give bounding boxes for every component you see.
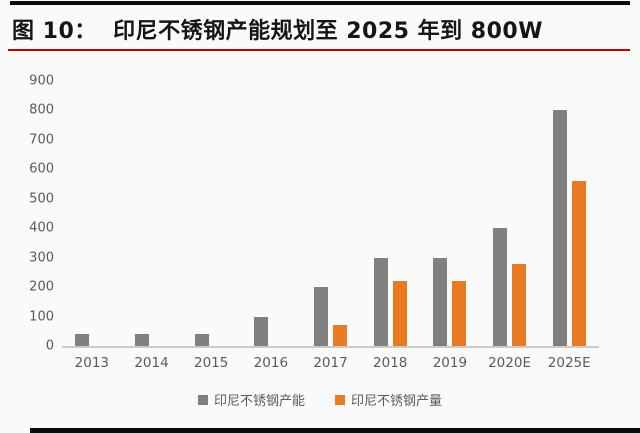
bottom-frame-bar (30, 428, 640, 433)
bar-2017 (333, 325, 348, 346)
legend-item: 印尼不锈钢产量 (335, 390, 442, 409)
y-tick-label: 700 (29, 132, 54, 148)
bar-2025E (571, 181, 586, 346)
category-slot-2017 (301, 81, 361, 346)
y-tick-label: 200 (29, 279, 54, 295)
x-tick-label: 2017 (313, 355, 348, 371)
bar-2019 (452, 281, 467, 346)
legend-swatch-icon (335, 394, 345, 405)
x-tick-label: 2020E (488, 355, 531, 371)
bar-2020E (493, 228, 508, 346)
category-slot-2016 (241, 81, 301, 346)
y-tick-label: 800 (29, 102, 54, 118)
x-tick-label: 2018 (373, 355, 408, 371)
y-tick-label: 900 (29, 73, 54, 89)
legend-swatch-icon (197, 394, 208, 405)
y-tick-label: 300 (29, 250, 54, 266)
bar-2015 (194, 334, 209, 346)
category-slot-2014 (122, 81, 182, 346)
x-tick-label: 2025E (547, 355, 591, 371)
y-tick-label: 0 (45, 338, 54, 354)
figure-title: 图 10： 印尼不锈钢产能规划至 2025 年到 800W (12, 19, 543, 44)
category-slot-2015 (181, 81, 241, 346)
legend-label: 印尼不锈钢产量 (351, 394, 443, 409)
bar-2019 (433, 257, 448, 346)
x-tick-label: 2019 (432, 355, 468, 371)
bar-2018 (373, 257, 388, 346)
category-slot-2020E (480, 81, 540, 346)
plot-area (62, 81, 599, 348)
y-axis: 900 800 700 600 500 400 300 200 100 0 (14, 75, 54, 353)
legend: 印尼不锈钢产能 印尼不锈钢产量 (0, 390, 640, 409)
bar-2018 (392, 281, 407, 346)
y-tick-label: 600 (29, 161, 54, 177)
x-tick-label: 2013 (74, 355, 110, 371)
bars-area (62, 81, 599, 346)
bar-2016 (254, 316, 269, 346)
y-tick-label: 500 (29, 191, 54, 207)
x-tick-label: 2016 (253, 355, 289, 371)
x-axis-labels: 2013 2014 2015 2016 2017 2018 2019 2020E 2025E (62, 348, 599, 371)
top-frame-bar (10, 1, 630, 5)
category-slot-2025E (539, 81, 599, 346)
category-slot-2013 (62, 81, 122, 346)
title-underline-rule (8, 49, 630, 51)
category-slot-2019 (420, 81, 480, 346)
legend-label: 印尼不锈钢产能 (213, 394, 305, 409)
y-tick-label: 100 (29, 309, 54, 325)
bar-2017 (314, 287, 329, 346)
bar-2025E (552, 110, 567, 346)
bar-2020E (512, 263, 527, 346)
legend-item: 印尼不锈钢产能 (197, 390, 305, 409)
bar-2014 (135, 334, 149, 346)
bar-2013 (75, 334, 90, 346)
x-tick-label: 2014 (134, 355, 169, 371)
y-tick-label: 400 (29, 220, 54, 236)
x-tick-label: 2015 (194, 355, 229, 371)
bar-chart: 900 800 700 600 500 400 300 200 100 0 2013 2014 201… (14, 75, 612, 381)
category-slot-2018 (360, 81, 420, 346)
